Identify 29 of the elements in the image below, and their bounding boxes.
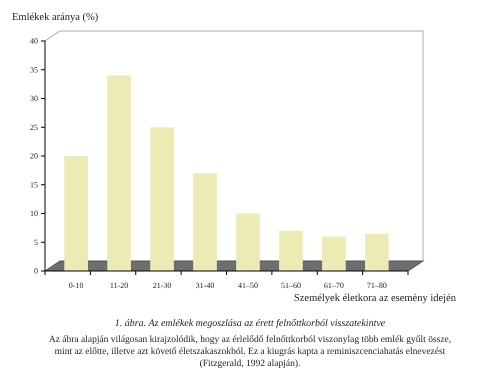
y-tick-label: 25	[30, 122, 38, 132]
bar	[279, 230, 303, 271]
text: 1. ábra. Az emlékek megoszlása az érett felnőttkorból visszatekintve	[114, 318, 386, 329]
y-axis-title: Emlékek aránya (%)	[12, 12, 99, 23]
y-tick-label: 0	[34, 266, 38, 276]
y-tick-label: 40	[30, 36, 38, 46]
y-tick-label: 20	[30, 152, 38, 161]
bar	[322, 236, 346, 271]
bar	[193, 173, 217, 271]
x-tick-label: 21-30	[152, 281, 172, 290]
x-tick-label: 31-40	[196, 281, 214, 290]
x-tick-label: 41–50	[238, 281, 258, 290]
x-tick-label: 0-10	[68, 281, 84, 290]
bar	[64, 156, 88, 271]
y-tick-label: 5	[34, 238, 38, 247]
bar	[150, 127, 174, 271]
x-axis-title: Személyek életkora az esemény idején	[294, 293, 457, 304]
y-tick-label: 15	[30, 180, 38, 190]
x-tick-label: 11-20	[110, 281, 128, 290]
bar	[236, 214, 260, 271]
y-tick-label: 10	[30, 209, 38, 218]
y-tick-label: 30	[30, 94, 38, 104]
x-tick-label: 71–80	[366, 281, 387, 290]
y-tick-label: 35	[30, 65, 38, 74]
x-tick-label: 61–70	[324, 281, 344, 290]
text: Az ábra alapján világosan kirajzolódik, hogy az érlelődő felnőttkorból viszonylag több emlék gyűlt össze, mint az előtte, illetve azt követő életszakaszokból. Ez a kiugrás kapta a reminiszcenciahatás elnevezést (Fitzgerald, 1992 alapján).	[48, 335, 452, 369]
bar	[365, 234, 389, 271]
bar	[107, 76, 131, 271]
x-tick-label: 51–60	[280, 281, 301, 290]
